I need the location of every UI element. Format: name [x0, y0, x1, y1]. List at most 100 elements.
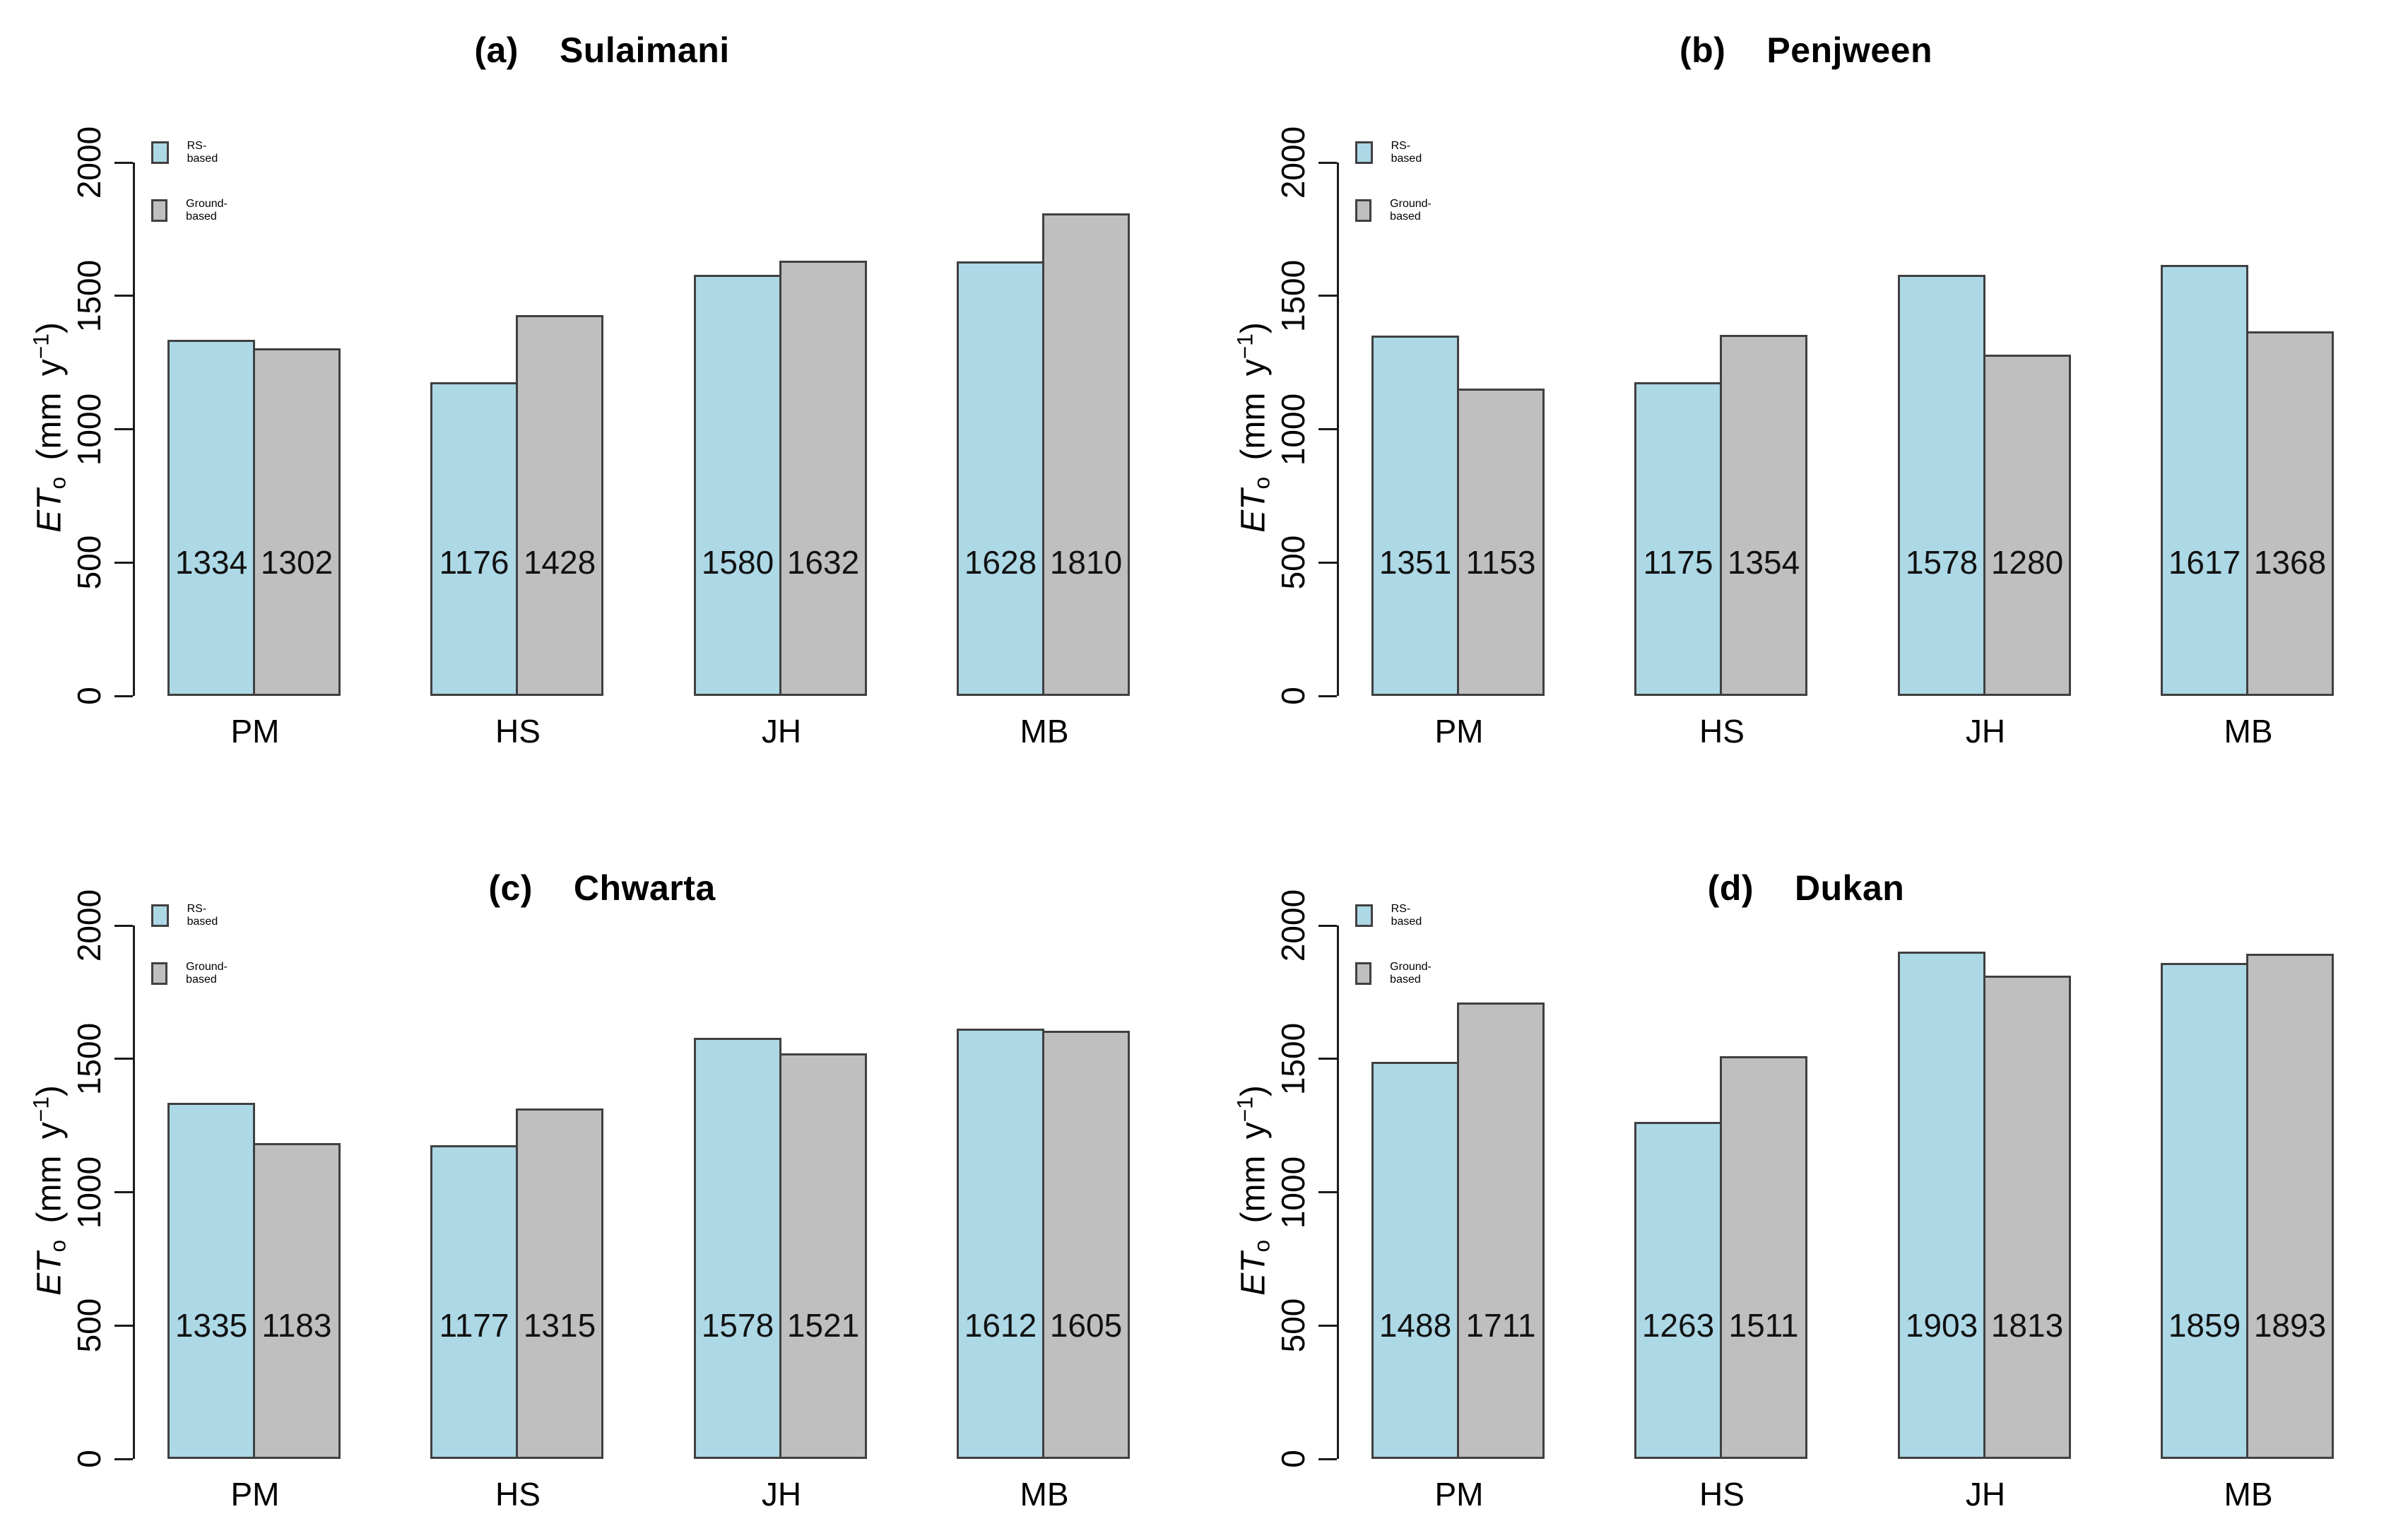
y-axis-label-unit: (mm y — [30, 1122, 69, 1240]
y-axis-label-close: ) — [30, 1085, 69, 1097]
bar-rs-JH — [694, 1038, 781, 1459]
bar-rs-HS — [1634, 382, 1722, 696]
y-axis-tick — [114, 561, 133, 564]
bar-value-label: 1354 — [1727, 544, 1800, 581]
y-axis-label: ETo (mm y−1) — [28, 322, 71, 533]
bar-value-label: 1351 — [1379, 544, 1452, 581]
bar-value-label: 1578 — [701, 1307, 774, 1344]
x-tick-label: HS — [1699, 1476, 1745, 1513]
panel-title: (b) Penjween — [1204, 30, 2408, 71]
bar-value-label: 1617 — [2168, 544, 2241, 581]
y-axis-tick — [1318, 1324, 1337, 1327]
x-tick-label: MB — [1020, 713, 1069, 750]
x-tick-label: JH — [1965, 713, 2006, 750]
bar-value-label: 1175 — [1643, 544, 1713, 581]
panel-title: (c) Chwarta — [0, 868, 1204, 909]
panel-c: (c) Chwarta RS-based Ground-based 0 500 1000 15… — [0, 763, 1204, 1526]
y-axis-label-sub: o — [1249, 476, 1275, 490]
bar-value-label: 1893 — [2253, 1307, 2327, 1344]
y-tick-label: 1500 — [1275, 1022, 1311, 1095]
panel-letter: (d) — [1707, 868, 1754, 908]
y-tick-label: 500 — [1275, 535, 1311, 590]
y-axis-tick — [114, 295, 133, 297]
legend-label: Ground-based — [1390, 961, 1432, 986]
y-axis-tick — [114, 1324, 133, 1327]
y-tick-label: 2000 — [71, 889, 107, 962]
y-axis-label: ETo (mm y−1) — [1232, 1085, 1275, 1296]
bar-ground-PM — [1457, 389, 1545, 696]
legend-swatch-ground-based — [1355, 199, 1372, 222]
bar-ground-MB — [1042, 1031, 1130, 1459]
y-axis-label-unit: (mm y — [1234, 1122, 1273, 1240]
legend-item: RS-based — [1355, 903, 1427, 928]
y-axis-label-exp: −1 — [1232, 1096, 1258, 1123]
bar-rs-HS — [430, 1145, 518, 1459]
legend-swatch-rs-based — [1355, 141, 1373, 164]
bar-rs-JH — [1898, 275, 1985, 696]
y-axis-label-exp: −1 — [28, 1096, 54, 1123]
y-tick-label: 0 — [1275, 1450, 1311, 1468]
panel-d: (d) Dukan RS-based Ground-based 0 500 1000 1500… — [1204, 763, 2408, 1526]
panel-b: (b) Penjween RS-based Ground-based 0 500 1000 1… — [1204, 0, 2408, 763]
bar-ground-MB — [2246, 331, 2334, 696]
bar-ground-JH — [1983, 976, 2071, 1459]
bar-rs-PM — [167, 1103, 255, 1459]
y-tick-label: 500 — [71, 1298, 107, 1353]
y-axis-label-close: ) — [30, 322, 69, 334]
legend-swatch-rs-based — [1355, 904, 1373, 927]
legend-label: Ground-based — [1390, 198, 1432, 223]
bar-value-label: 1605 — [1049, 1307, 1123, 1344]
x-tick-label: PM — [230, 713, 280, 750]
y-tick-label: 2000 — [1275, 889, 1311, 962]
legend-label: RS-based — [1391, 140, 1422, 165]
legend-item: Ground-based — [151, 961, 234, 986]
y-axis-label-exp: −1 — [28, 333, 54, 360]
bar-rs-JH — [1898, 952, 1985, 1459]
y-axis-tick — [114, 1058, 133, 1060]
y-axis-tick — [1318, 1457, 1337, 1460]
x-tick-label: HS — [495, 1476, 541, 1513]
bar-rs-HS — [1634, 1122, 1722, 1459]
bar-value-label: 1334 — [175, 544, 248, 581]
y-axis-tick — [1318, 561, 1337, 564]
y-tick-label: 1000 — [1275, 393, 1311, 466]
y-axis-label: ETo (mm y−1) — [1232, 322, 1275, 533]
y-axis-tick — [114, 924, 133, 927]
x-tick-label: JH — [761, 1476, 802, 1513]
bar-rs-MB — [2161, 265, 2248, 696]
y-axis-tick — [1318, 1191, 1337, 1193]
legend-label: RS-based — [1391, 903, 1422, 928]
y-axis-tick — [114, 428, 133, 430]
y-tick-label: 500 — [1275, 1298, 1311, 1353]
y-tick-label: 1000 — [71, 393, 107, 466]
bar-value-label: 1428 — [523, 544, 596, 581]
bar-value-label: 1578 — [1905, 544, 1978, 581]
bar-ground-PM — [253, 1143, 341, 1459]
bar-ground-JH — [779, 261, 867, 696]
legend-swatch-rs-based — [151, 904, 169, 927]
y-axis-label-var: ET — [1234, 1252, 1273, 1296]
bar-value-label: 1176 — [439, 544, 509, 581]
bar-rs-JH — [694, 275, 781, 696]
bar-value-label: 1280 — [1990, 544, 2064, 581]
bar-value-label: 1810 — [1049, 544, 1123, 581]
x-tick-label: JH — [1965, 1476, 2006, 1513]
legend-item: RS-based — [151, 140, 223, 165]
y-axis-tick — [114, 161, 133, 164]
y-tick-label: 0 — [71, 687, 107, 705]
y-tick-label: 1500 — [1275, 259, 1311, 332]
bar-ground-HS — [1720, 335, 1807, 696]
bar-rs-MB — [957, 261, 1044, 696]
bar-ground-PM — [1457, 1002, 1545, 1459]
y-axis-tick — [1318, 1058, 1337, 1060]
panel-a: (a) Sulaimani RS-based Ground-based 0 500 1000… — [0, 0, 1204, 763]
panel-name: Chwarta — [573, 868, 716, 908]
bar-value-label: 1153 — [1465, 544, 1536, 581]
bar-value-label: 1813 — [1990, 1307, 2064, 1344]
y-tick-label: 2000 — [71, 126, 107, 199]
bar-value-label: 1859 — [2168, 1307, 2241, 1344]
x-tick-label: MB — [2224, 713, 2273, 750]
y-tick-label: 500 — [71, 535, 107, 590]
bar-value-label: 1903 — [1905, 1307, 1978, 1344]
bar-value-label: 1335 — [175, 1307, 248, 1344]
